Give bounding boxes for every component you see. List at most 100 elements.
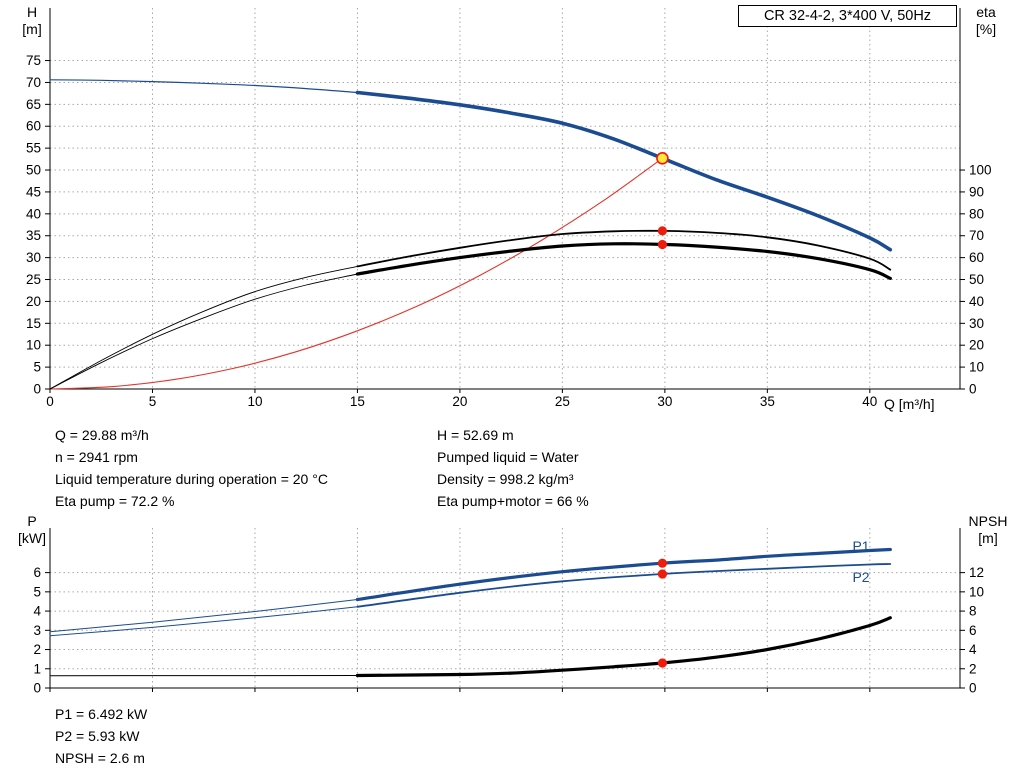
curve-p1-low-flow <box>49 599 358 633</box>
left-tick-label: 35 <box>26 228 41 243</box>
npsh-axis-label: NPSH [m] <box>958 513 1018 547</box>
info-eta-pump: Eta pump = 72.2 % <box>55 493 175 509</box>
left-tick-label: 60 <box>26 119 41 134</box>
right-tick-label: 4 <box>969 642 977 657</box>
p1-curve-label: P1 <box>852 538 870 554</box>
x-tick-label: 15 <box>350 394 365 409</box>
left-tick-label: 2 <box>33 642 41 657</box>
right-tick-label: 8 <box>969 604 977 619</box>
left-tick-label: 50 <box>26 163 41 178</box>
eta-pump-motor-point <box>657 239 668 250</box>
x-tick-label: 30 <box>657 394 672 409</box>
left-tick-label: 30 <box>26 250 41 265</box>
right-tick-label: 70 <box>969 228 984 243</box>
left-tick-label: 65 <box>26 97 41 112</box>
info-density: Density = 998.2 kg/m³ <box>437 471 574 487</box>
left-tick-label: 0 <box>33 382 41 397</box>
p1-point <box>657 558 668 568</box>
curve-eta-pump-main <box>356 229 892 271</box>
right-tick-label: 6 <box>969 623 977 638</box>
npsh-axis-unit: [m] <box>978 530 998 546</box>
x-tick-label: 40 <box>862 394 877 409</box>
curve-p2-low-flow <box>49 606 358 637</box>
power-info: P1 = 6.492 kW P2 = 5.93 kW NPSH = 2.6 m <box>55 703 147 769</box>
info-eta-pump-motor: Eta pump+motor = 66 % <box>437 493 589 509</box>
info-flow: Q = 29.88 m³/h <box>55 427 149 443</box>
right-tick-label: 10 <box>969 360 984 375</box>
left-tick-label: 75 <box>26 53 41 68</box>
curve-head-low-flow <box>49 79 358 94</box>
right-tick-label: 0 <box>969 681 977 696</box>
eta-axis-unit: [%] <box>975 21 997 37</box>
x-tick-label: 25 <box>555 394 570 409</box>
left-tick-label: 70 <box>26 75 41 90</box>
right-tick-label: 2 <box>969 661 977 676</box>
curve-eta-pump-motor-main <box>355 242 892 280</box>
x-tick-label: 10 <box>247 394 262 409</box>
curve-npsh-main <box>355 616 892 678</box>
left-tick-label: 55 <box>26 141 41 156</box>
curve-eta-pump-low-flow <box>49 265 358 390</box>
curve-eta-pump-motor-low-flow <box>49 273 358 390</box>
left-tick-label: 4 <box>33 604 41 619</box>
left-tick-label: 40 <box>26 206 41 221</box>
left-tick-label: 3 <box>33 623 41 638</box>
eta-axis-symbol: eta <box>976 4 996 20</box>
right-tick-label: 0 <box>969 382 977 397</box>
left-tick-label: 5 <box>33 360 41 375</box>
right-tick-label: 12 <box>969 565 984 580</box>
right-tick-label: 20 <box>969 338 984 353</box>
info-liquid-temperature: Liquid temperature during operation = 20… <box>55 471 328 487</box>
right-tick-label: 40 <box>969 294 984 309</box>
hq-eta-chart: 0 5 10 15 20 25 30 35 40 0 5 10 15 20 25 30 35 40 45 50 55 60… <box>26 8 992 409</box>
p-axis-label: P [kW] <box>12 513 52 547</box>
duty-point <box>656 152 669 165</box>
curve-p2-main <box>356 563 892 608</box>
p-axis-unit: [kW] <box>18 530 46 546</box>
x-tick-label: 20 <box>452 394 467 409</box>
duty-info-right: H = 52.69 m Pumped liquid = Water Densit… <box>437 424 589 512</box>
left-tick-label: 15 <box>26 316 41 331</box>
info-p1: P1 = 6.492 kW <box>55 706 148 722</box>
right-tick-label: 10 <box>969 584 984 599</box>
left-tick-label: 10 <box>26 338 41 353</box>
h-axis-label: H [m] <box>12 4 52 38</box>
x-tick-label: 35 <box>760 394 775 409</box>
eta-pump-point <box>657 226 668 236</box>
npsh-point <box>657 658 668 668</box>
p-axis-symbol: P <box>27 513 37 529</box>
x-tick-label: 5 <box>149 394 157 409</box>
p2-curve-label: P2 <box>852 569 870 585</box>
left-tick-label: 1 <box>33 661 41 676</box>
p2-point <box>657 569 668 579</box>
h-axis-symbol: H <box>26 4 38 20</box>
right-tick-label: 100 <box>969 163 992 178</box>
left-tick-label: 5 <box>33 584 41 599</box>
duty-info-left: Q = 29.88 m³/h n = 2941 rpm Liquid tempe… <box>55 424 328 512</box>
pump-title: CR 32-4-2, 3*400 V, 50Hz <box>738 5 957 27</box>
right-tick-label: 50 <box>969 272 984 287</box>
curve-head-main <box>355 90 893 252</box>
eta-axis-label: eta [%] <box>962 4 1010 38</box>
left-tick-label: 25 <box>26 272 41 287</box>
right-tick-label: 80 <box>969 206 984 221</box>
info-npsh: NPSH = 2.6 m <box>55 750 145 766</box>
left-tick-label: 0 <box>33 681 41 696</box>
info-pumped-liquid: Pumped liquid = Water <box>437 449 579 465</box>
info-p2: P2 = 5.93 kW <box>55 728 140 744</box>
right-tick-label: 60 <box>969 250 984 265</box>
info-speed: n = 2941 rpm <box>55 449 138 465</box>
left-tick-label: 45 <box>26 184 41 199</box>
x-tick-label: 0 <box>46 394 54 409</box>
curve-system-curve <box>49 157 663 390</box>
h-axis-unit: [m] <box>22 21 42 37</box>
right-tick-label: 30 <box>969 316 984 331</box>
info-head: H = 52.69 m <box>437 427 514 443</box>
left-tick-label: 20 <box>26 294 41 309</box>
curve-p1-main <box>355 547 892 602</box>
q-axis-label: Q [m³/h] <box>884 396 935 412</box>
npsh-axis-symbol: NPSH <box>968 513 1008 529</box>
right-tick-label: 90 <box>969 184 984 199</box>
